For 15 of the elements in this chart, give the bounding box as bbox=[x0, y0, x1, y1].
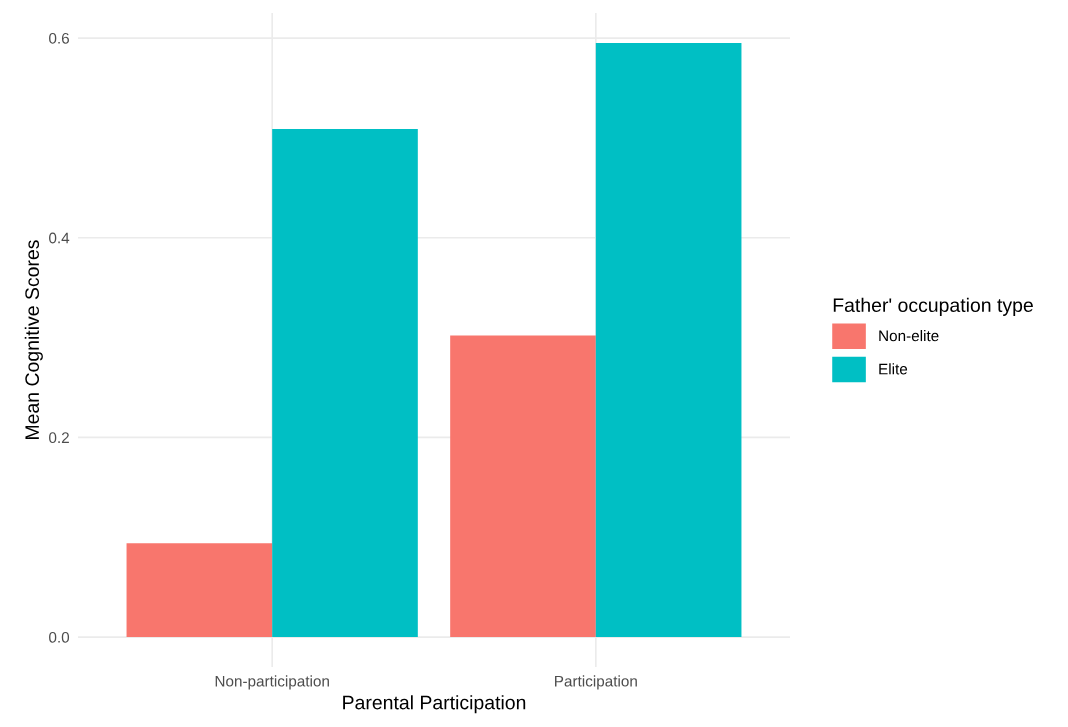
y-tick-label: 0.4 bbox=[49, 232, 70, 244]
legend-label: Non-elite bbox=[879, 330, 939, 342]
legend-label: Elite bbox=[879, 363, 908, 375]
y-tick-label: 0.0 bbox=[49, 631, 70, 643]
y-tick-label: 0.6 bbox=[49, 32, 69, 44]
legend-title: Father' occupation type bbox=[833, 297, 1033, 316]
bar bbox=[272, 128, 418, 638]
bar bbox=[595, 43, 742, 638]
x-tick-label: Participation bbox=[555, 675, 637, 690]
bar bbox=[450, 335, 596, 638]
bar bbox=[126, 543, 273, 638]
y-tick-label: 0.2 bbox=[49, 432, 69, 444]
x-axis-title: Parental Participation bbox=[343, 695, 526, 714]
x-tick-label: Non-participation bbox=[215, 675, 329, 690]
y-axis-title: Mean Cognitive Scores bbox=[24, 240, 43, 439]
